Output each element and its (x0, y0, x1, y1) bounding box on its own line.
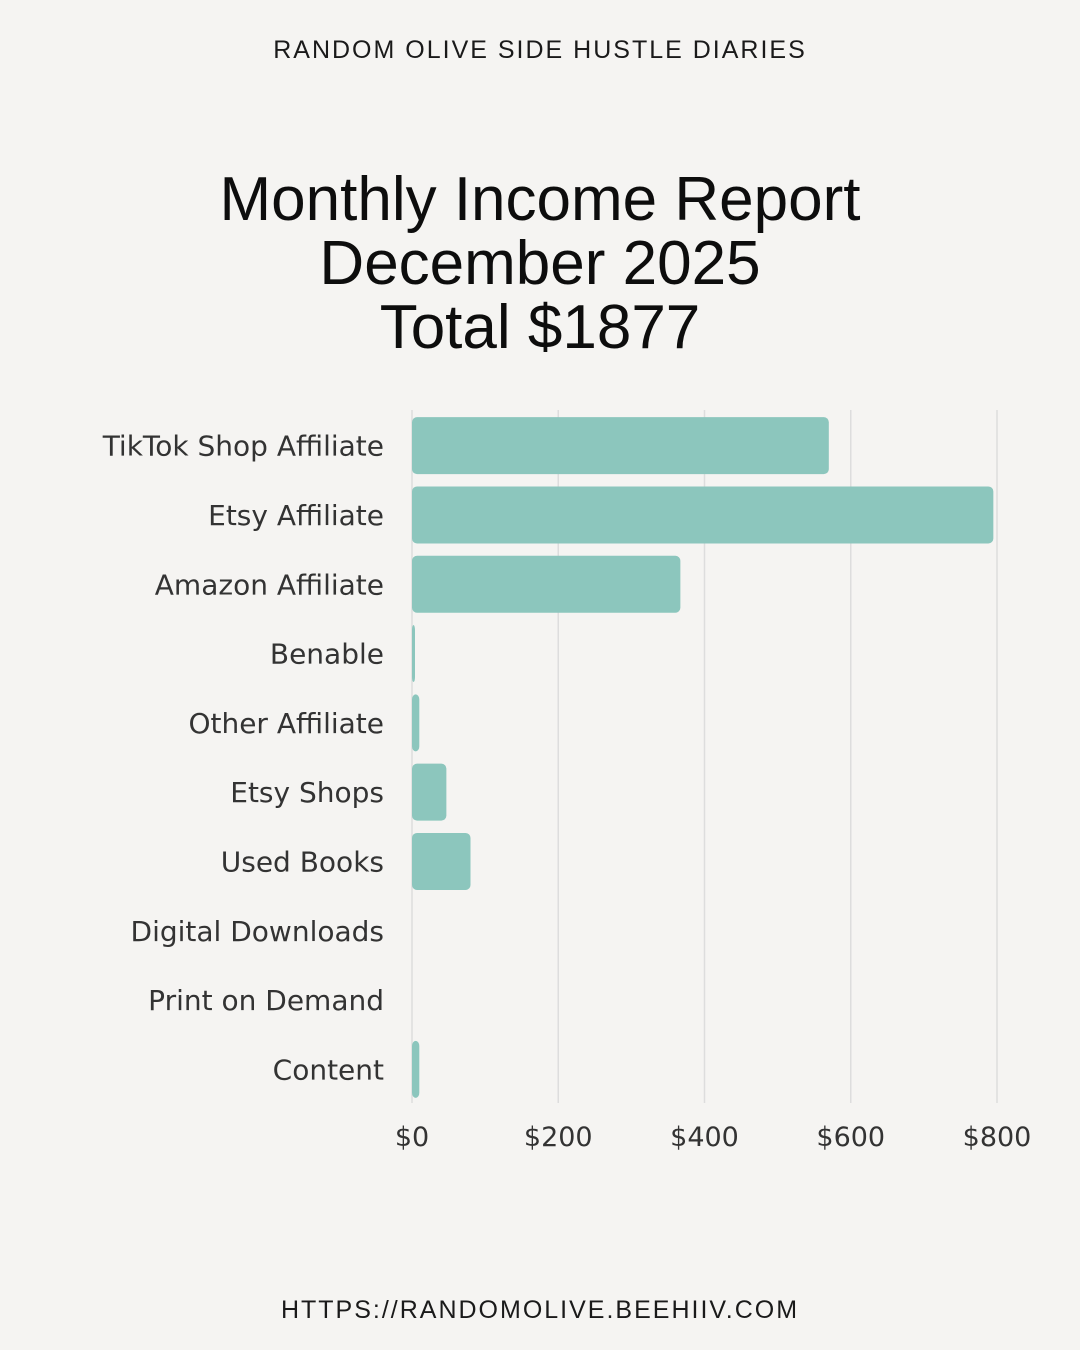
title-line-month: December 2025 (319, 229, 761, 298)
title-line-total: Total $1877 (379, 293, 701, 362)
category-label: Other Affiliate (188, 707, 384, 740)
bar (412, 486, 994, 544)
x-tick-label: $200 (524, 1122, 593, 1153)
bar (412, 555, 681, 613)
x-tick-label: $800 (963, 1122, 1032, 1153)
page-title: Monthly Income Report December 2025 Tota… (0, 168, 1080, 360)
bar (412, 694, 420, 752)
x-tick-label: $600 (816, 1122, 885, 1153)
bar (412, 417, 829, 475)
category-label: Amazon Affiliate (155, 568, 384, 601)
bar (412, 1040, 420, 1098)
category-label: TikTok Shop Affiliate (102, 430, 384, 463)
income-bar-chart: TikTok Shop Affiliate Etsy Affiliate Amazo… (102, 410, 1032, 1153)
category-label: Digital Downloads (131, 915, 384, 948)
category-label: Etsy Affiliate (208, 499, 384, 532)
category-label: Etsy Shops (230, 776, 384, 809)
bar (412, 832, 471, 890)
x-tick-label: $0 (395, 1122, 429, 1153)
title-line-report: Monthly Income Report (219, 165, 861, 234)
bar (412, 763, 447, 821)
category-label: Content (273, 1053, 384, 1086)
category-label: Print on Demand (148, 984, 384, 1017)
brand-label: RANDOM OLIVE SIDE HUSTLE DIARIES (273, 36, 807, 64)
bar (412, 625, 415, 683)
category-label: Benable (270, 638, 384, 671)
footer-url: HTTPS://RANDOMOLIVE.BEEHIIV.COM (280, 1296, 800, 1324)
category-label: Used Books (221, 845, 384, 878)
x-tick-label: $400 (670, 1122, 739, 1153)
